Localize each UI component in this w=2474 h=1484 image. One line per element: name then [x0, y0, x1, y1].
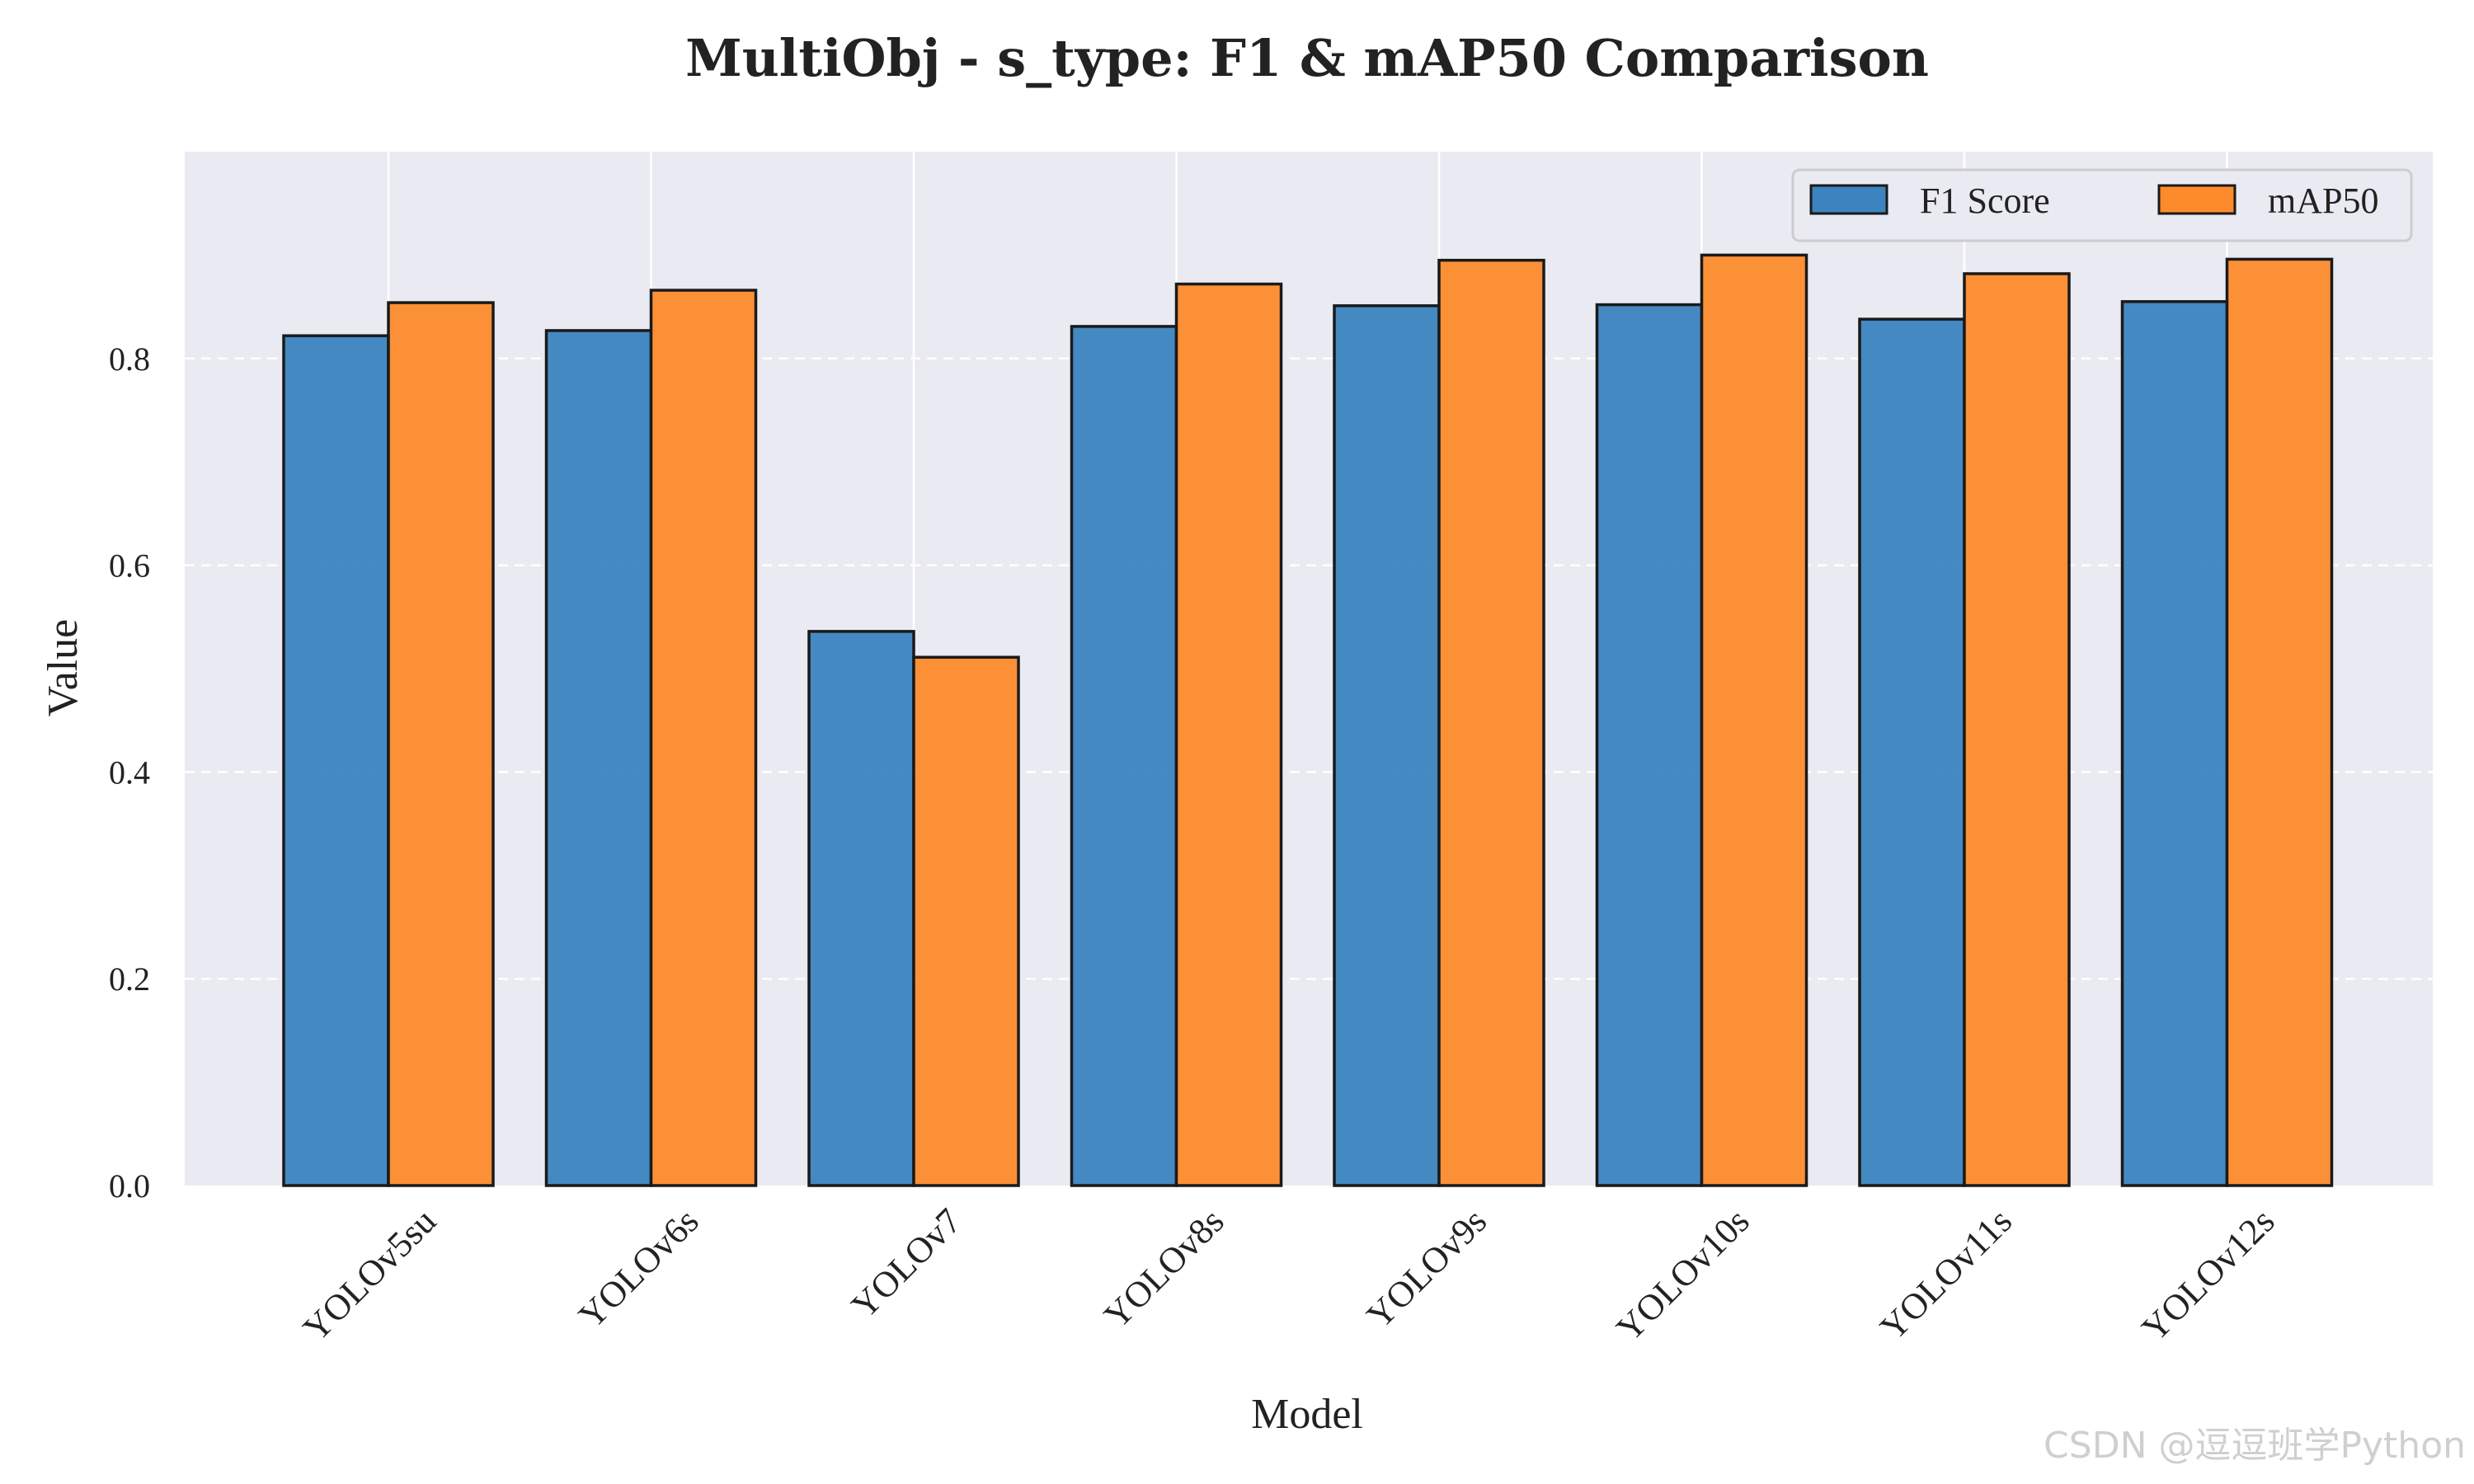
bar-map50-yolov11s — [1963, 272, 2071, 1187]
y-tick-label: 0.6 — [109, 547, 150, 585]
y-tick-label: 0.8 — [109, 340, 150, 378]
legend-frame — [1791, 168, 2413, 242]
watermark: CSDN @逗逗班学Python — [2044, 1425, 2466, 1467]
chart-title: MultiObj - s_type: F1 & mAP50 Comparison — [685, 28, 1929, 88]
y-axis-label: Value — [40, 619, 87, 716]
x-axis-ticks: YOLOv5su YOLOv6s YOLOv7 YOLOv8s YOLOv9s YOLOv… — [295, 1200, 2282, 1349]
bar-f1-score-yolov5su — [282, 334, 390, 1187]
bar-f1-score-yolov10s — [1595, 303, 1704, 1187]
y-tick-label: 0.2 — [109, 960, 150, 998]
legend: F1 Score mAP50 — [1791, 168, 2413, 242]
bar-map50-yolov8s — [1174, 282, 1283, 1187]
x-tick-label: YOLOv5su — [295, 1200, 444, 1349]
bar-f1-score-yolov7 — [807, 630, 915, 1187]
x-tick-label: YOLOv10s — [1609, 1200, 1757, 1349]
legend-swatch-map50 — [2157, 184, 2236, 215]
bar-map50-yolov6s — [649, 289, 758, 1187]
bar-f1-score-yolov12s — [2120, 300, 2229, 1187]
x-tick-label: YOLOv9s — [1359, 1200, 1494, 1336]
x-tick-label: YOLOv12s — [2134, 1200, 2283, 1349]
legend-label-map50: mAP50 — [2268, 181, 2378, 221]
x-tick-label: YOLOv6s — [571, 1200, 706, 1336]
x-tick-label: YOLOv11s — [1872, 1200, 2020, 1348]
bar-f1-score-yolov8s — [1070, 325, 1178, 1187]
legend-swatch-f1-score — [1809, 184, 1888, 215]
bar-f1-score-yolov9s — [1333, 304, 1441, 1187]
y-tick-label: 0.0 — [109, 1167, 150, 1205]
bar-map50-yolov7 — [912, 655, 1020, 1187]
y-axis-ticks: 0.0 0.2 0.4 0.6 0.8 — [109, 340, 150, 1205]
bar-map50-yolov12s — [2225, 257, 2334, 1187]
bar-map50-yolov5su — [387, 301, 495, 1187]
plot-area — [185, 152, 2433, 1186]
bar-f1-score-yolov11s — [1858, 317, 1966, 1187]
y-tick-label: 0.4 — [109, 754, 150, 791]
bar-f1-score-yolov6s — [544, 329, 653, 1187]
x-axis-label: Model — [1251, 1391, 1363, 1438]
x-tick-label: YOLOv8s — [1096, 1200, 1231, 1336]
x-tick-label: YOLOv7 — [844, 1200, 969, 1326]
bars — [282, 253, 2334, 1187]
bar-map50-yolov9s — [1437, 258, 1545, 1187]
legend-label-f1-score: F1 Score — [1920, 181, 2050, 221]
bar-map50-yolov10s — [1700, 253, 1808, 1187]
